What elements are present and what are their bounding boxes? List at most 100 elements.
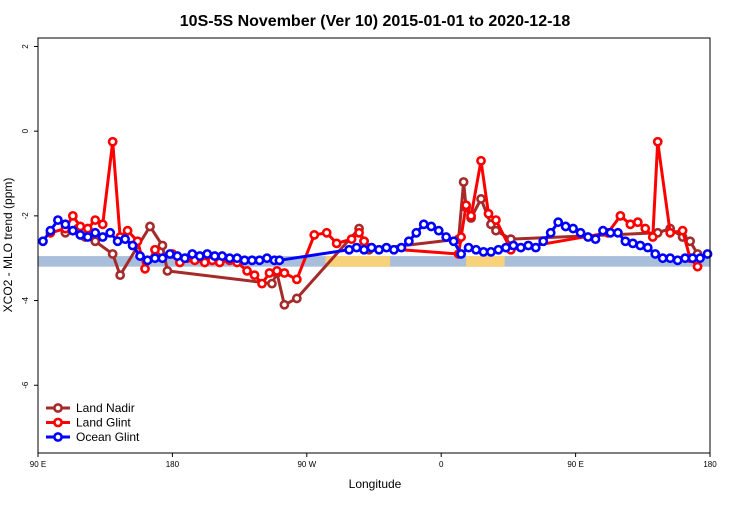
data-point-land-glint [476,155,486,166]
data-point-land-glint [272,266,282,276]
data-point-land-nadir [157,240,168,251]
legend-swatch-marker [53,432,63,442]
data-point-ocean-glint [575,227,586,238]
data-point-land-glint [359,236,369,247]
data-point-ocean-glint [194,251,205,261]
data-point-ocean-glint [508,240,519,251]
y-tick-label: -6 [21,381,30,389]
data-point-land-glint [632,217,643,228]
data-point-ocean-glint [463,242,474,253]
series-lines [38,136,713,310]
data-point-ocean-glint [627,238,638,249]
chart-title: 10S-5S November (Ver 10) 2015-01-01 to 2… [180,13,571,30]
data-point-ocean-glint [187,249,198,259]
data-point-ocean-glint [665,253,676,264]
data-point-ocean-glint [448,236,459,247]
data-point-ocean-glint [38,236,48,247]
data-point-ocean-glint [478,246,489,257]
series-ocean-glint [38,215,713,266]
data-point-ocean-glint [135,251,145,261]
data-point-ocean-glint [53,215,63,225]
data-point-land-glint [279,268,290,278]
data-point-ocean-glint [105,227,116,238]
data-point-ocean-glint [441,232,452,242]
data-point-ocean-glint [157,253,168,264]
data-point-land-glint [90,215,101,225]
data-point-land-nadir [90,236,101,247]
data-point-land-nadir [267,278,277,289]
data-point-ocean-glint [538,236,549,247]
data-point-ocean-glint [523,240,534,251]
data-point-land-glint [257,278,267,289]
data-point-land-nadir [162,266,173,276]
data-point-ocean-glint [366,242,377,253]
data-point-land-glint [122,225,133,236]
legend-label: Land Glint [76,416,131,430]
data-point-ocean-glint [202,249,213,259]
data-point-ocean-glint [672,255,683,266]
data-point-ocean-glint [396,242,407,253]
data-point-ocean-glint [702,249,713,259]
data-point-ocean-glint [590,234,601,245]
data-point-land-glint [461,200,471,211]
data-point-land-glint [652,136,663,147]
y-axis: 2 0 -2 -4 -6 [21,44,38,389]
data-point-ocean-glint [209,251,220,261]
legend-item-ocean-glint: Ocean Glint [46,430,140,444]
data-point-land-glint [150,244,160,255]
data-point-ocean-glint [239,255,250,266]
data-point-land-nadir [279,299,290,310]
data-point-ocean-glint [97,232,108,242]
data-point-land-glint [647,232,658,242]
data-point-ocean-glint [403,236,414,247]
data-point-land-nadir [476,194,486,204]
data-point-ocean-glint [545,227,556,238]
land-band [38,256,710,267]
data-point-land-glint [242,266,252,276]
data-point-land-glint [692,261,703,272]
data-point-ocean-glint [493,244,504,255]
data-point-ocean-glint [67,225,78,236]
data-point-land-glint [309,230,320,240]
data-point-land-glint [331,238,342,249]
y-tick-label: 0 [21,128,30,133]
data-point-ocean-glint [426,221,437,232]
data-point-ocean-glint [374,244,384,255]
data-point-land-glint [107,136,118,147]
data-point-ocean-glint [680,253,691,264]
data-point-land-glint [264,268,275,278]
data-point-ocean-glint [359,244,369,255]
data-point-land-glint [640,223,651,234]
data-point-land-glint [677,225,688,236]
data-point-ocean-glint [433,225,444,236]
data-point-ocean-glint [127,240,138,251]
data-point-ocean-glint [642,242,653,253]
data-point-ocean-glint [351,242,362,253]
data-point-ocean-glint [150,253,160,264]
land-band-segment [466,256,505,267]
data-point-ocean-glint [501,242,511,253]
data-point-ocean-glint [274,255,285,266]
data-point-ocean-glint [381,242,392,253]
data-point-ocean-glint [471,244,481,255]
data-point-ocean-glint [620,236,631,247]
data-point-land-glint [483,208,494,219]
data-point-ocean-glint [456,249,467,259]
data-point-land-glint [321,227,332,238]
data-point-ocean-glint [45,225,56,236]
x-tick-label: 0 [439,460,444,469]
data-point-land-glint [346,234,357,245]
data-point-land-glint [249,270,260,281]
data-point-land-glint [140,263,150,274]
data-point-ocean-glint [172,251,183,261]
data-point-land-glint [97,219,108,230]
data-point-land-nadir [458,177,469,187]
data-point-ocean-glint [560,221,571,232]
data-point-ocean-glint [232,253,243,264]
data-point-land-glint [75,221,86,232]
x-tick-label: 90 E [567,460,583,469]
x-axis: 90 E 180 90 W 0 90 E 180 [30,453,717,469]
data-point-land-glint [615,210,626,221]
